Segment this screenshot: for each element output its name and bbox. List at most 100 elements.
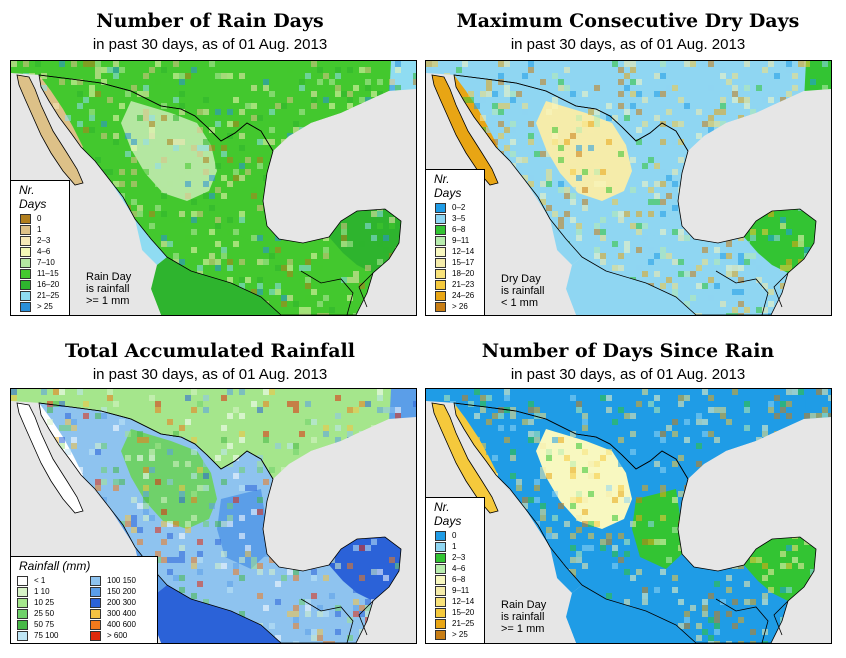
legend-item: 400 600 [84,619,157,630]
legend-item: 100 150 [84,575,157,586]
legend-label: 9–11 [452,236,470,245]
mexico-map [426,61,831,315]
mexico-map [11,61,416,315]
legend-swatch [17,619,28,630]
legend-item: 6–8 [426,574,484,585]
legend-swatch [435,574,446,585]
definition-note: Rain Day is rainfall >= 1 mm [501,599,546,635]
legend-swatch [435,279,446,290]
legend-swatch [20,213,31,224]
legend: Nr. Days 0 1 2–3 4–6 6–8 9–11 12–14 15–20 21–25 >… [426,497,485,643]
note-line: >= 1 mm [501,623,545,635]
legend-item: 15–20 [426,607,484,618]
baja-peninsula [17,75,83,185]
legend-title: Nr. Days [19,183,47,211]
legend-item: 300 400 [84,608,157,619]
legend-swatch [435,618,446,629]
baja-coastline [16,74,84,186]
legend-item: 9–11 [426,235,484,246]
gulf-of-mexico [678,89,831,243]
legend-label: 10 25 [34,598,55,607]
legend-rows: 0 1 2–3 4–6 7–10 11–15 16–20 21–25 > 25 [11,213,69,315]
baja-peninsula [17,403,83,513]
legend-item: 1 [11,224,69,235]
legend-label: 300 400 [107,609,136,618]
legend-swatch [435,213,446,224]
legend-item: 10 25 [11,597,84,608]
legend-swatch [17,597,28,608]
panel-1-title: Number of Rain Days [96,10,324,32]
legend-label: 18–20 [452,269,475,278]
legend-item: 4–6 [11,246,69,257]
legend-title: Nr. Days [434,172,462,200]
legend-item: 21–25 [11,290,69,301]
legend-label: < 1 [34,576,46,585]
legend-item: < 1 [11,575,84,586]
legend-item: 2–3 [426,552,484,563]
coastline [38,74,402,315]
legend-item: 50 75 [11,619,84,630]
legend-item: 75 100 [11,630,84,641]
mexico-map [426,389,831,643]
legend-item: 12–14 [426,596,484,607]
legend-swatch [435,607,446,618]
legend-swatch [435,290,446,301]
guatemala-border [715,598,769,643]
legend-column-low: < 1 1 10 10 25 25 50 50 75 75 100 [11,575,84,641]
legend-label: 400 600 [107,620,136,629]
legend-swatch [20,235,31,246]
legend-item: 1 10 [11,586,84,597]
legend-item: 7–10 [11,257,69,268]
region-usa [11,389,416,479]
definition-note: Rain Day is rainfall >= 1 mm [86,271,131,307]
legend-label: 15–20 [452,608,475,617]
legend-label: 6–8 [452,225,466,234]
note-line: >= 1 mm [86,295,130,307]
legend-swatch [90,619,101,630]
map-panel-dry-days: Nr. Days 0–2 3–5 6–8 9–11 12–14 15–17 18–20 21–… [425,60,832,316]
legend-swatch [435,257,446,268]
legend-label: 50 75 [34,620,55,629]
legend-swatch [435,246,446,257]
legend-swatch [90,597,101,608]
legend-swatch [17,575,28,586]
legend-swatch [435,235,446,246]
legend-label: 200 300 [107,598,136,607]
legend-item: 18–20 [426,268,484,279]
note-line: Rain Day [86,271,132,283]
legend-label: 1 10 [34,587,50,596]
legend-swatch [20,246,31,257]
legend-label: 1 [452,542,457,551]
legend: Rainfall (mm) < 1 1 10 10 25 25 50 50 75 75 1… [11,556,158,643]
legend-label: 9–11 [452,586,470,595]
map-panel-rainfall: Rainfall (mm) < 1 1 10 10 25 25 50 50 75 75 1… [10,388,417,644]
panel-3-title: Total Accumulated Rainfall [65,340,355,362]
panel-2-title: Maximum Consecutive Dry Days [456,10,800,32]
legend-swatch [20,279,31,290]
panel-4-title: Number of Days Since Rain [481,340,775,362]
legend-swatch [435,530,446,541]
guatemala-border [300,598,354,643]
legend-label: 24–26 [452,291,475,300]
belize-border [358,600,374,636]
legend-swatch [435,202,446,213]
legend-column-high: 100 150 150 200 200 300 300 400 400 600 > 600 [84,575,157,641]
legend-swatch [17,608,28,619]
legend-swatch [90,586,101,597]
legend-label: 2–3 [37,236,51,245]
legend-swatch [435,629,446,640]
legend-item: 24–26 [426,290,484,301]
belize-border [358,272,374,308]
legend-swatch [20,301,31,312]
coastline [38,402,402,643]
legend-label: 0 [452,531,457,540]
legend-title: Rainfall (mm) [19,559,91,573]
legend-rows: 0 1 2–3 4–6 6–8 9–11 12–14 15–20 21–25 > 25 [426,530,484,643]
legend: Nr. Days 0–2 3–5 6–8 9–11 12–14 15–17 18–20 21–… [426,169,485,315]
legend-label: 100 150 [107,576,136,585]
baja-coastline [16,402,84,514]
legend-item: > 26 [426,301,484,312]
legend-item: 25 50 [11,608,84,619]
legend-swatch [17,586,28,597]
legend-item: 15–17 [426,257,484,268]
